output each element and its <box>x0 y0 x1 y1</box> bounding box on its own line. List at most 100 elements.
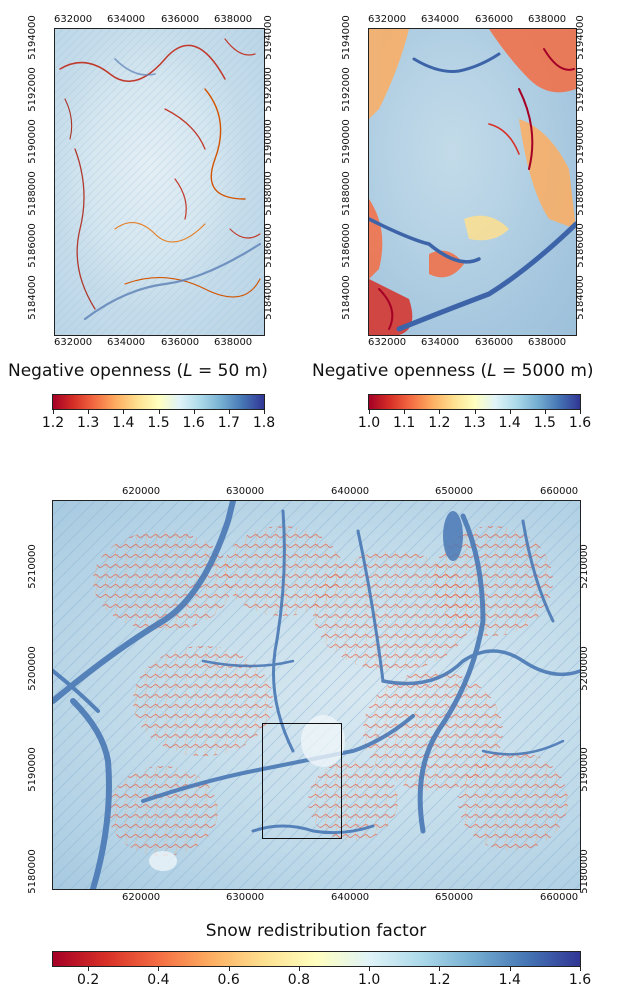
tl-ytick-right-5: 5194000 <box>262 15 274 60</box>
tr-colorbar-ticklabel: 1.1 <box>393 415 416 431</box>
openness-50m-texture <box>55 29 264 335</box>
b-colorbar-tickmark <box>228 967 230 971</box>
tr-ytick-left-5: 5194000 <box>340 15 352 60</box>
tl-colorbar-ticklabel: 1.6 <box>182 415 205 431</box>
b-xtick-bottom-4: 660000 <box>540 892 579 903</box>
b-colorbar-tickmark <box>88 967 90 971</box>
tl-ytick-right-3: 5190000 <box>262 119 274 164</box>
openness-5000m-texture <box>369 29 576 335</box>
tl-colorbar-tickmark <box>123 410 125 414</box>
b-ytick-left-0: 5180000 <box>26 849 38 894</box>
tr-ytick-left-1: 5186000 <box>340 223 352 268</box>
tl-ytick-left-5: 5194000 <box>26 15 38 60</box>
tr-colorbar-tickmark <box>544 410 546 414</box>
tr-ytick-right-4: 5192000 <box>574 67 586 112</box>
tr-colorbar-tickmark <box>404 410 406 414</box>
map-negative-openness-50m <box>54 28 265 336</box>
b-colorbar-ticklabel: 1.2 <box>428 972 451 988</box>
tl-ytick-right-2: 5188000 <box>262 171 274 216</box>
tl-ytick-left-4: 5192000 <box>26 67 38 112</box>
tr-colorbar-tickmark <box>439 410 441 414</box>
b-colorbar-title: Snow redistribution factor <box>205 921 427 941</box>
b-colorbar-ticklabel: 1.6 <box>568 972 592 988</box>
b-xtick-bottom-2: 640000 <box>331 892 370 903</box>
tr-ytick-right-1: 5186000 <box>574 223 586 268</box>
tr-colorbar-ticklabel: 1.4 <box>498 415 521 431</box>
tr-xtick-bottom-3: 638000 <box>528 337 567 348</box>
b-xtick-top-1: 630000 <box>226 486 265 497</box>
b-colorbar-ticklabel: 1.4 <box>498 972 521 988</box>
tl-ytick-right-0: 5184000 <box>262 275 274 320</box>
tr-colorbar-tickmark <box>509 410 511 414</box>
tl-colorbar-ticklabel: 1.2 <box>41 415 65 431</box>
tr-ytick-left-0: 5184000 <box>340 275 352 320</box>
snow-redistribution-texture <box>53 501 580 889</box>
tl-xtick-bottom-2: 636000 <box>161 337 200 348</box>
tr-xtick-bottom-2: 636000 <box>475 337 514 348</box>
b-xtick-top-0: 620000 <box>122 486 161 497</box>
tl-colorbar-tickmark <box>193 410 195 414</box>
inset-extent-box <box>262 723 342 839</box>
tr-colorbar-tickmark <box>580 410 581 414</box>
tr-colorbar-tickmark <box>369 410 370 414</box>
b-xtick-bottom-3: 650000 <box>435 892 474 903</box>
tr-xtick-bottom-0: 632000 <box>368 337 407 348</box>
b-ytick-right-2: 5200000 <box>578 646 590 691</box>
tl-colorbar-ticklabel: 1.4 <box>112 415 135 431</box>
tr-colorbar-ticklabel: 1.2 <box>428 415 451 431</box>
b-colorbar-tickmark <box>509 967 511 971</box>
b-colorbar-tickmark <box>439 967 441 971</box>
tr-colorbar <box>368 394 581 410</box>
b-colorbar-ticklabel: 0.8 <box>287 972 311 988</box>
tr-xtick-bottom-1: 634000 <box>421 337 460 348</box>
b-colorbar <box>52 951 581 967</box>
tl-xtick-top-0: 632000 <box>54 14 93 25</box>
tl-xtick-top-3: 638000 <box>214 14 253 25</box>
tr-colorbar-tickmark <box>474 410 476 414</box>
b-ytick-left-1: 5190000 <box>26 747 38 792</box>
b-ytick-right-3: 5210000 <box>578 544 590 589</box>
tl-colorbar <box>52 394 265 410</box>
tl-ytick-left-3: 5190000 <box>26 119 38 164</box>
tl-colorbar-ticklabel: 1.8 <box>252 415 276 431</box>
tr-ytick-left-2: 5188000 <box>340 171 352 216</box>
tr-ytick-right-5: 5194000 <box>574 15 586 60</box>
b-ytick-left-2: 5200000 <box>26 646 38 691</box>
tl-colorbar-ticklabel: 1.3 <box>77 415 100 431</box>
tl-colorbar-tickmark <box>264 410 265 414</box>
b-ytick-right-0: 5180000 <box>578 849 590 894</box>
tr-colorbar-title: Negative openness (L = 5000 m) <box>312 361 594 381</box>
b-xtick-top-2: 640000 <box>331 486 370 497</box>
tr-xtick-top-3: 638000 <box>528 14 567 25</box>
tr-ytick-left-3: 5190000 <box>340 119 352 164</box>
tl-colorbar-tickmark <box>53 410 54 414</box>
tl-colorbar-tickmark <box>88 410 90 414</box>
tr-ytick-right-3: 5190000 <box>574 119 586 164</box>
tr-xtick-top-0: 632000 <box>368 14 407 25</box>
b-colorbar-ticklabel: 0.6 <box>217 972 240 988</box>
b-colorbar-tickmark <box>580 967 581 971</box>
b-colorbar-ticklabel: 0.2 <box>76 972 100 988</box>
tl-xtick-bottom-1: 634000 <box>107 337 146 348</box>
map-snow-redistribution-factor <box>52 500 581 890</box>
tl-colorbar-tickmark <box>158 410 160 414</box>
tl-colorbar-ticklabel: 1.5 <box>147 415 170 431</box>
tr-colorbar-ticklabel: 1.3 <box>463 415 486 431</box>
b-xtick-top-3: 650000 <box>435 486 474 497</box>
b-xtick-bottom-0: 620000 <box>122 892 161 903</box>
tl-xtick-bottom-0: 632000 <box>54 337 93 348</box>
tr-colorbar-ticklabel: 1.5 <box>533 415 556 431</box>
b-colorbar-ticklabel: 0.4 <box>147 972 170 988</box>
tr-xtick-top-2: 636000 <box>475 14 514 25</box>
tl-xtick-top-2: 636000 <box>161 14 200 25</box>
tl-xtick-bottom-3: 638000 <box>214 337 253 348</box>
tr-colorbar-ticklabel: 1.6 <box>568 415 592 431</box>
tl-colorbar-title: Negative openness (L = 50 m) <box>8 361 268 381</box>
b-ytick-left-3: 5210000 <box>26 544 38 589</box>
b-colorbar-tickmark <box>158 967 160 971</box>
b-xtick-top-4: 660000 <box>540 486 579 497</box>
tl-xtick-top-1: 634000 <box>107 14 146 25</box>
tr-ytick-left-4: 5192000 <box>340 67 352 112</box>
b-xtick-bottom-1: 630000 <box>226 892 265 903</box>
tl-ytick-right-4: 5192000 <box>262 67 274 112</box>
